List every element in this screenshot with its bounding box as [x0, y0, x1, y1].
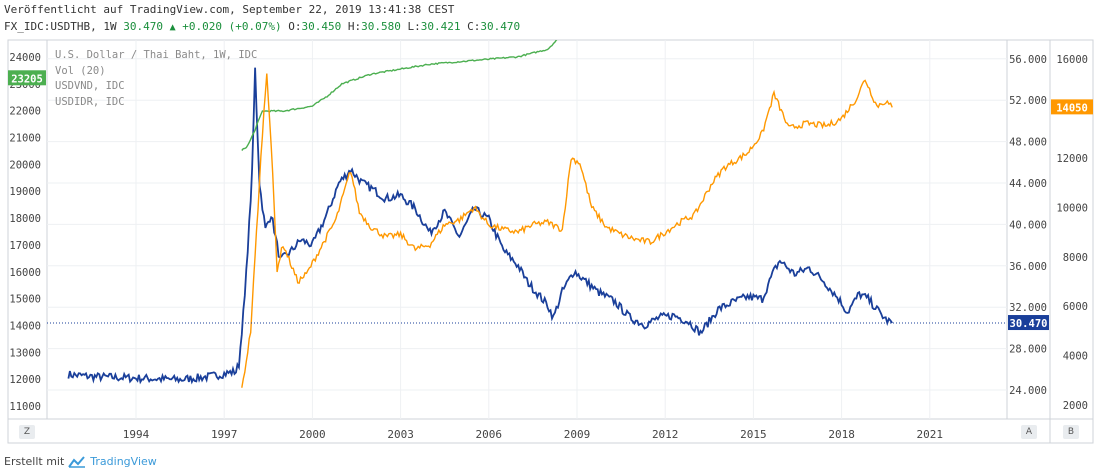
- symbol-label: FX_IDC:USDTHB, 1W: [4, 20, 117, 33]
- low-value: 30.421: [420, 20, 461, 33]
- high-value: 30.580: [361, 20, 401, 33]
- left-tick-label: 18000: [9, 213, 41, 225]
- x-tick-label: 2018: [828, 428, 855, 441]
- right-b-tick-label: 8000: [1063, 252, 1088, 264]
- left-tick-label: 12000: [9, 374, 41, 386]
- open-value: 30.450: [301, 20, 342, 33]
- chart-frame: [7, 39, 1094, 444]
- left-tick-label: 24000: [9, 52, 41, 64]
- right-a-tick-label: 32.000: [1009, 302, 1047, 314]
- tradingview-link[interactable]: TradingView: [90, 455, 157, 468]
- left-tick-label: 21000: [9, 133, 41, 145]
- x-tick-label: 1994: [123, 428, 150, 441]
- left-tick-label: 15000: [9, 294, 41, 306]
- right-a-tick-label: 24.000: [1009, 385, 1047, 397]
- x-tick-label: 2003: [387, 428, 414, 441]
- footer-prefix: Erstellt mit: [4, 455, 65, 468]
- left-tick-label: 20000: [9, 159, 41, 171]
- log-scale-button[interactable]: B: [1063, 425, 1079, 439]
- last-price: 30.470: [123, 20, 163, 33]
- right-b-tick-label: 6000: [1063, 301, 1088, 313]
- right-b-tick-label: 12000: [1056, 153, 1088, 165]
- close-value: 30.470: [480, 20, 521, 33]
- left-tick-label: 17000: [9, 240, 41, 252]
- price-change: +0.020 (+0.07%): [182, 20, 282, 33]
- left-tick-label: 11000: [9, 401, 41, 413]
- open-label: O:: [288, 20, 302, 33]
- up-arrow-icon: ▲: [169, 22, 176, 33]
- x-tick-label: 2000: [299, 428, 326, 441]
- left-tick-label: 16000: [9, 267, 41, 279]
- tradingview-logo-icon: [68, 455, 86, 468]
- left-axis-badge-bg: [8, 70, 46, 86]
- x-tick-label: 2006: [476, 428, 503, 441]
- right-a-tick-label: 48.000: [1009, 137, 1047, 149]
- right-b-tick-label: 2000: [1063, 400, 1088, 412]
- series-line-usdvnd: [241, 40, 558, 151]
- right-b-tick-label: 4000: [1063, 351, 1088, 363]
- right-b-badge-bg: [1051, 99, 1093, 115]
- auto-scale-button[interactable]: A: [1021, 425, 1037, 439]
- right-a-tick-label: 52.000: [1009, 95, 1047, 107]
- close-label: C:: [467, 20, 481, 33]
- x-tick-label: 2015: [740, 428, 767, 441]
- right-a-tick-label: 56.000: [1009, 54, 1047, 66]
- right-a-tick-label: 36.000: [1009, 261, 1047, 273]
- left-tick-label: 22000: [9, 106, 41, 118]
- legend-volume[interactable]: Vol (20): [55, 64, 106, 77]
- zoom-button[interactable]: Z: [19, 425, 35, 439]
- right-a-badge: 30.470: [1010, 318, 1048, 330]
- legend-usdidr[interactable]: USDIDR, IDC: [55, 95, 125, 108]
- low-label: L:: [407, 20, 421, 33]
- right-a-tick-label: 40.000: [1009, 219, 1047, 231]
- legend-usdvnd[interactable]: USDVND, IDC: [55, 80, 125, 92]
- left-tick-label: 19000: [9, 186, 41, 198]
- left-tick-label: 14000: [9, 320, 41, 332]
- right-a-badge-bg: [1008, 315, 1049, 331]
- left-tick-label: 13000: [9, 347, 41, 359]
- right-a-tick-label: 44.000: [1009, 178, 1047, 190]
- left-axis-badge: 23205: [11, 73, 43, 85]
- right-b-tick-label: 16000: [1056, 54, 1088, 66]
- x-tick-label: 2009: [564, 428, 591, 441]
- x-tick-label: 2012: [652, 428, 679, 441]
- right-b-tick-label: 10000: [1056, 202, 1088, 214]
- footer: Erstellt mit TradingView: [4, 455, 157, 468]
- right-b-badge: 14050: [1056, 102, 1088, 114]
- series-line-usdidr: [241, 73, 893, 388]
- right-a-tick-label: 28.000: [1009, 344, 1047, 356]
- high-label: H:: [347, 20, 362, 33]
- legend-main-series[interactable]: U.S. Dollar / Thai Baht, 1W, IDC: [55, 49, 258, 61]
- ohlc-line: FX_IDC:USDTHB, 1W 30.470 ▲ +0.020 (+0.07…: [4, 20, 520, 33]
- x-tick-label: 2021: [917, 428, 944, 441]
- plot-area: [67, 40, 893, 388]
- x-tick-label: 1997: [211, 428, 238, 441]
- published-line: Veröffentlicht auf TradingView.com, Sept…: [4, 3, 455, 16]
- chart-legend: U.S. Dollar / Thai Baht, 1W, IDC Vol (20…: [55, 48, 257, 110]
